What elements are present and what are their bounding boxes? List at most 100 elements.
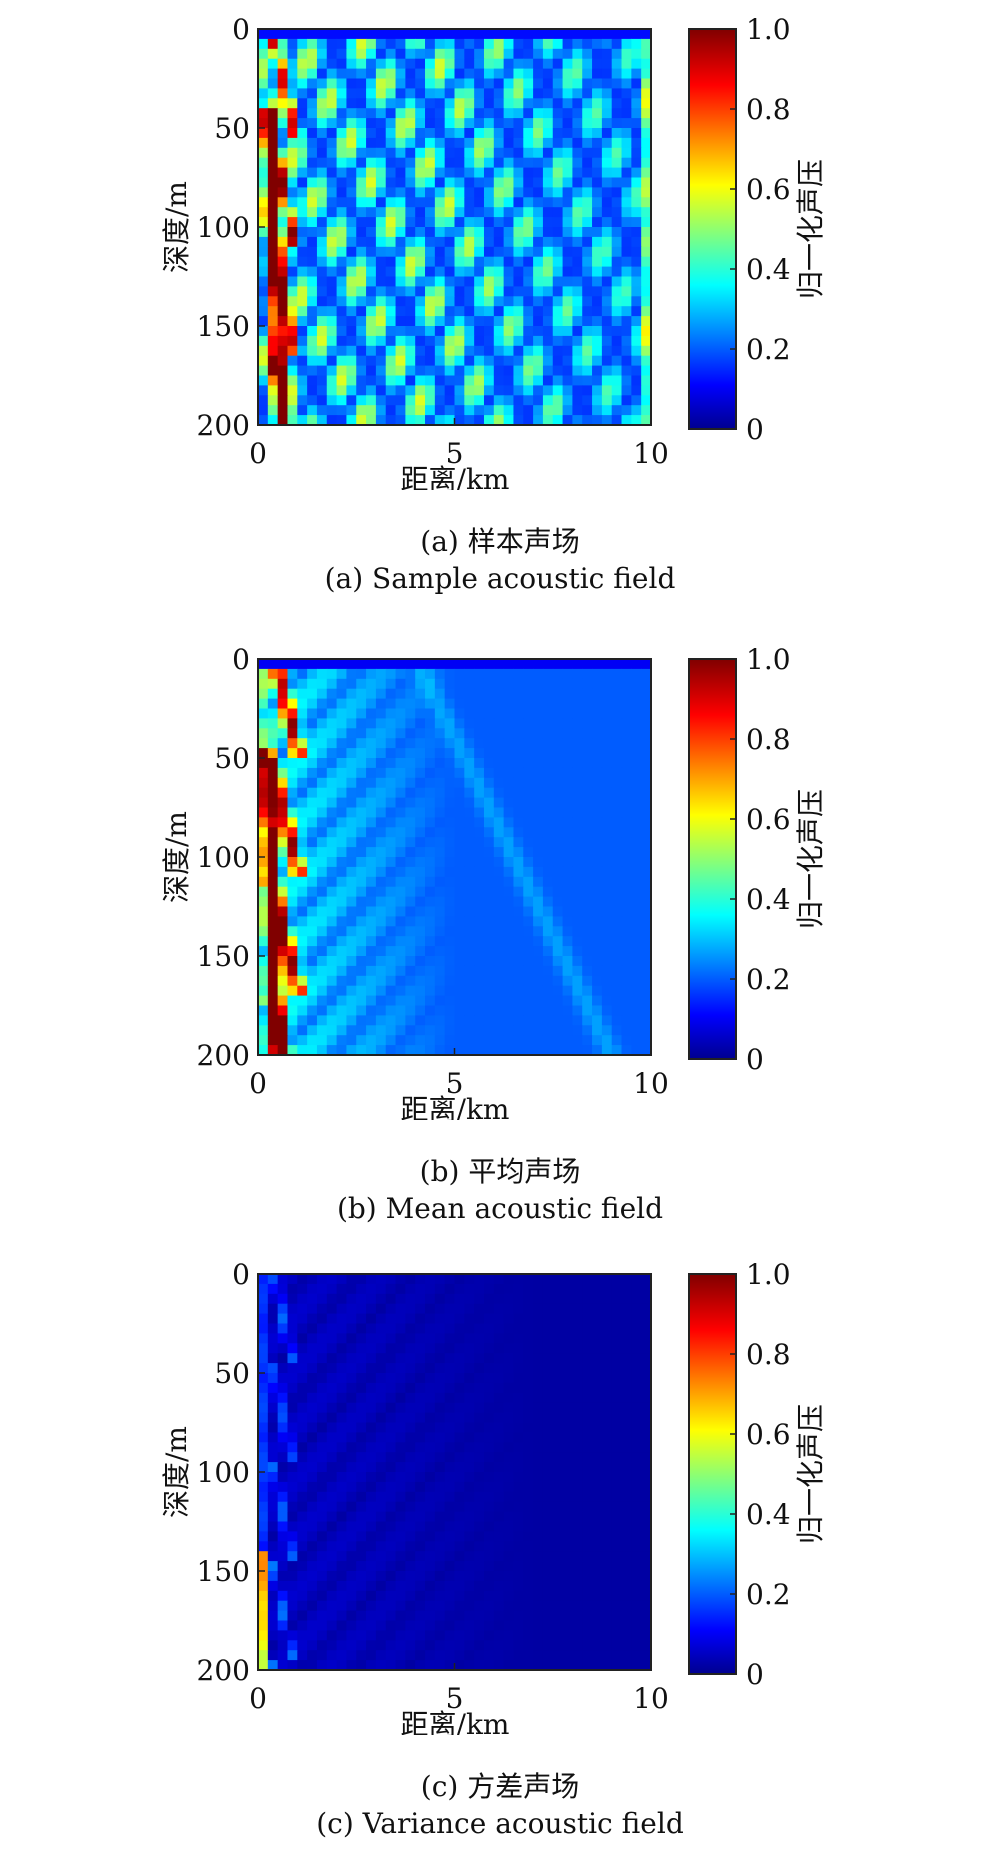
- heatmap-cell: [258, 306, 269, 317]
- heatmap-cell: [552, 177, 564, 188]
- heatmap-cell: [582, 88, 593, 99]
- heatmap-cell: [483, 187, 495, 198]
- heatmap-cell: [425, 1640, 436, 1651]
- heatmap-cell: [297, 296, 308, 307]
- heatmap-cell: [258, 1630, 269, 1641]
- heatmap-cell: [474, 58, 485, 70]
- heatmap-cell: [375, 837, 387, 848]
- heatmap-cell: [405, 326, 416, 337]
- heatmap-cell: [513, 1333, 524, 1344]
- heatmap-cell: [592, 728, 603, 739]
- heatmap-cell: [523, 1481, 534, 1493]
- heatmap-cell: [444, 916, 456, 927]
- heatmap-cell: [425, 1293, 436, 1305]
- heatmap-cell: [621, 1005, 632, 1016]
- heatmap-cell: [601, 405, 613, 416]
- heatmap-cell: [434, 1442, 446, 1453]
- heatmap-cell: [464, 926, 475, 937]
- heatmap-cell: [316, 207, 328, 218]
- heatmap-cell: [572, 857, 583, 868]
- heatmap-cell: [316, 1323, 328, 1334]
- heatmap-cell: [631, 246, 642, 258]
- heatmap-cell: [523, 1422, 534, 1433]
- heatmap-cell: [326, 1561, 338, 1572]
- heatmap-cell: [641, 807, 651, 818]
- heatmap-cell: [601, 1313, 613, 1325]
- heatmap-cell: [621, 946, 632, 957]
- heatmap-cell: [356, 1303, 367, 1315]
- heatmap-cell: [483, 1442, 495, 1453]
- heatmap-cell: [415, 886, 426, 898]
- heatmap-cell: [415, 227, 426, 238]
- heatmap-cell: [631, 857, 642, 868]
- heatmap-cell: [356, 1501, 367, 1513]
- heatmap-cell: [621, 1551, 632, 1562]
- heatmap-cell: [346, 837, 357, 848]
- heatmap-cell: [316, 1531, 328, 1542]
- heatmap-cell: [277, 1650, 289, 1661]
- heatmap-cell: [307, 227, 318, 238]
- heatmap-cell: [464, 1561, 475, 1572]
- heatmap-cell: [601, 1620, 613, 1631]
- heatmap-cell: [405, 985, 416, 997]
- heatmap-cell: [592, 995, 603, 1007]
- heatmap-cell: [493, 306, 505, 317]
- heatmap-cell: [631, 345, 642, 357]
- heatmap-cell: [258, 975, 269, 987]
- colorbar-tick-label: 0.6: [746, 1418, 791, 1451]
- heatmap-cell: [454, 1025, 465, 1036]
- heatmap-cell: [631, 1283, 642, 1295]
- heatmap-cell: [375, 177, 387, 188]
- heatmap-cell: [582, 296, 593, 307]
- heatmap-cell: [513, 415, 524, 425]
- heatmap-cell: [601, 1015, 613, 1026]
- heatmap-cell: [287, 68, 298, 80]
- heatmap-cell: [415, 1343, 426, 1354]
- heatmap-cell: [454, 1600, 465, 1612]
- heatmap-cell: [493, 137, 505, 149]
- heatmap-cell: [483, 167, 495, 179]
- heatmap-cell: [513, 1432, 524, 1443]
- heatmap-cell: [621, 38, 632, 50]
- heatmap-cell: [601, 926, 613, 937]
- heatmap-cell: [444, 108, 456, 119]
- heatmap-cell: [562, 187, 573, 198]
- heatmap-cell: [523, 758, 534, 769]
- heatmap-cell: [326, 1610, 338, 1622]
- heatmap-cell: [395, 98, 406, 109]
- heatmap-cell: [503, 1600, 515, 1612]
- heatmap-cell: [395, 946, 406, 957]
- heatmap-cell: [631, 1600, 642, 1612]
- heatmap-cell: [307, 688, 318, 700]
- heatmap-cell: [356, 405, 367, 416]
- heatmap-cell: [641, 975, 651, 987]
- heatmap-cell: [503, 876, 515, 888]
- heatmap-cell: [287, 1015, 298, 1026]
- heatmap-cell: [513, 1283, 524, 1295]
- heatmap-cell: [474, 1015, 485, 1026]
- heatmap-cell: [415, 1531, 426, 1542]
- colorbar-tick-label: 1.0: [746, 13, 791, 46]
- heatmap-cell: [277, 975, 289, 987]
- heatmap-cell: [405, 906, 416, 917]
- heatmap-cell: [562, 807, 573, 818]
- heatmap-cell: [356, 355, 367, 367]
- heatmap-cell: [366, 1551, 377, 1562]
- heatmap-cell: [611, 118, 623, 129]
- heatmap-cell: [513, 1452, 524, 1463]
- heatmap-cell: [277, 985, 289, 997]
- heatmap-cell: [493, 1640, 505, 1651]
- heatmap-cell: [395, 1472, 406, 1483]
- heatmap-cell: [287, 767, 298, 779]
- heatmap-cell: [326, 688, 338, 700]
- y-tick-label: 50: [214, 112, 250, 145]
- heatmap-cell: [483, 68, 495, 80]
- heatmap-cell: [366, 1620, 377, 1631]
- heatmap-cell: [375, 758, 387, 769]
- heatmap-cell: [562, 975, 573, 987]
- heatmap-cell: [434, 1491, 446, 1503]
- heatmap-cell: [572, 1283, 583, 1295]
- heatmap-cell: [483, 906, 495, 917]
- heatmap-cell: [464, 817, 475, 828]
- heatmap-cell: [434, 1590, 446, 1602]
